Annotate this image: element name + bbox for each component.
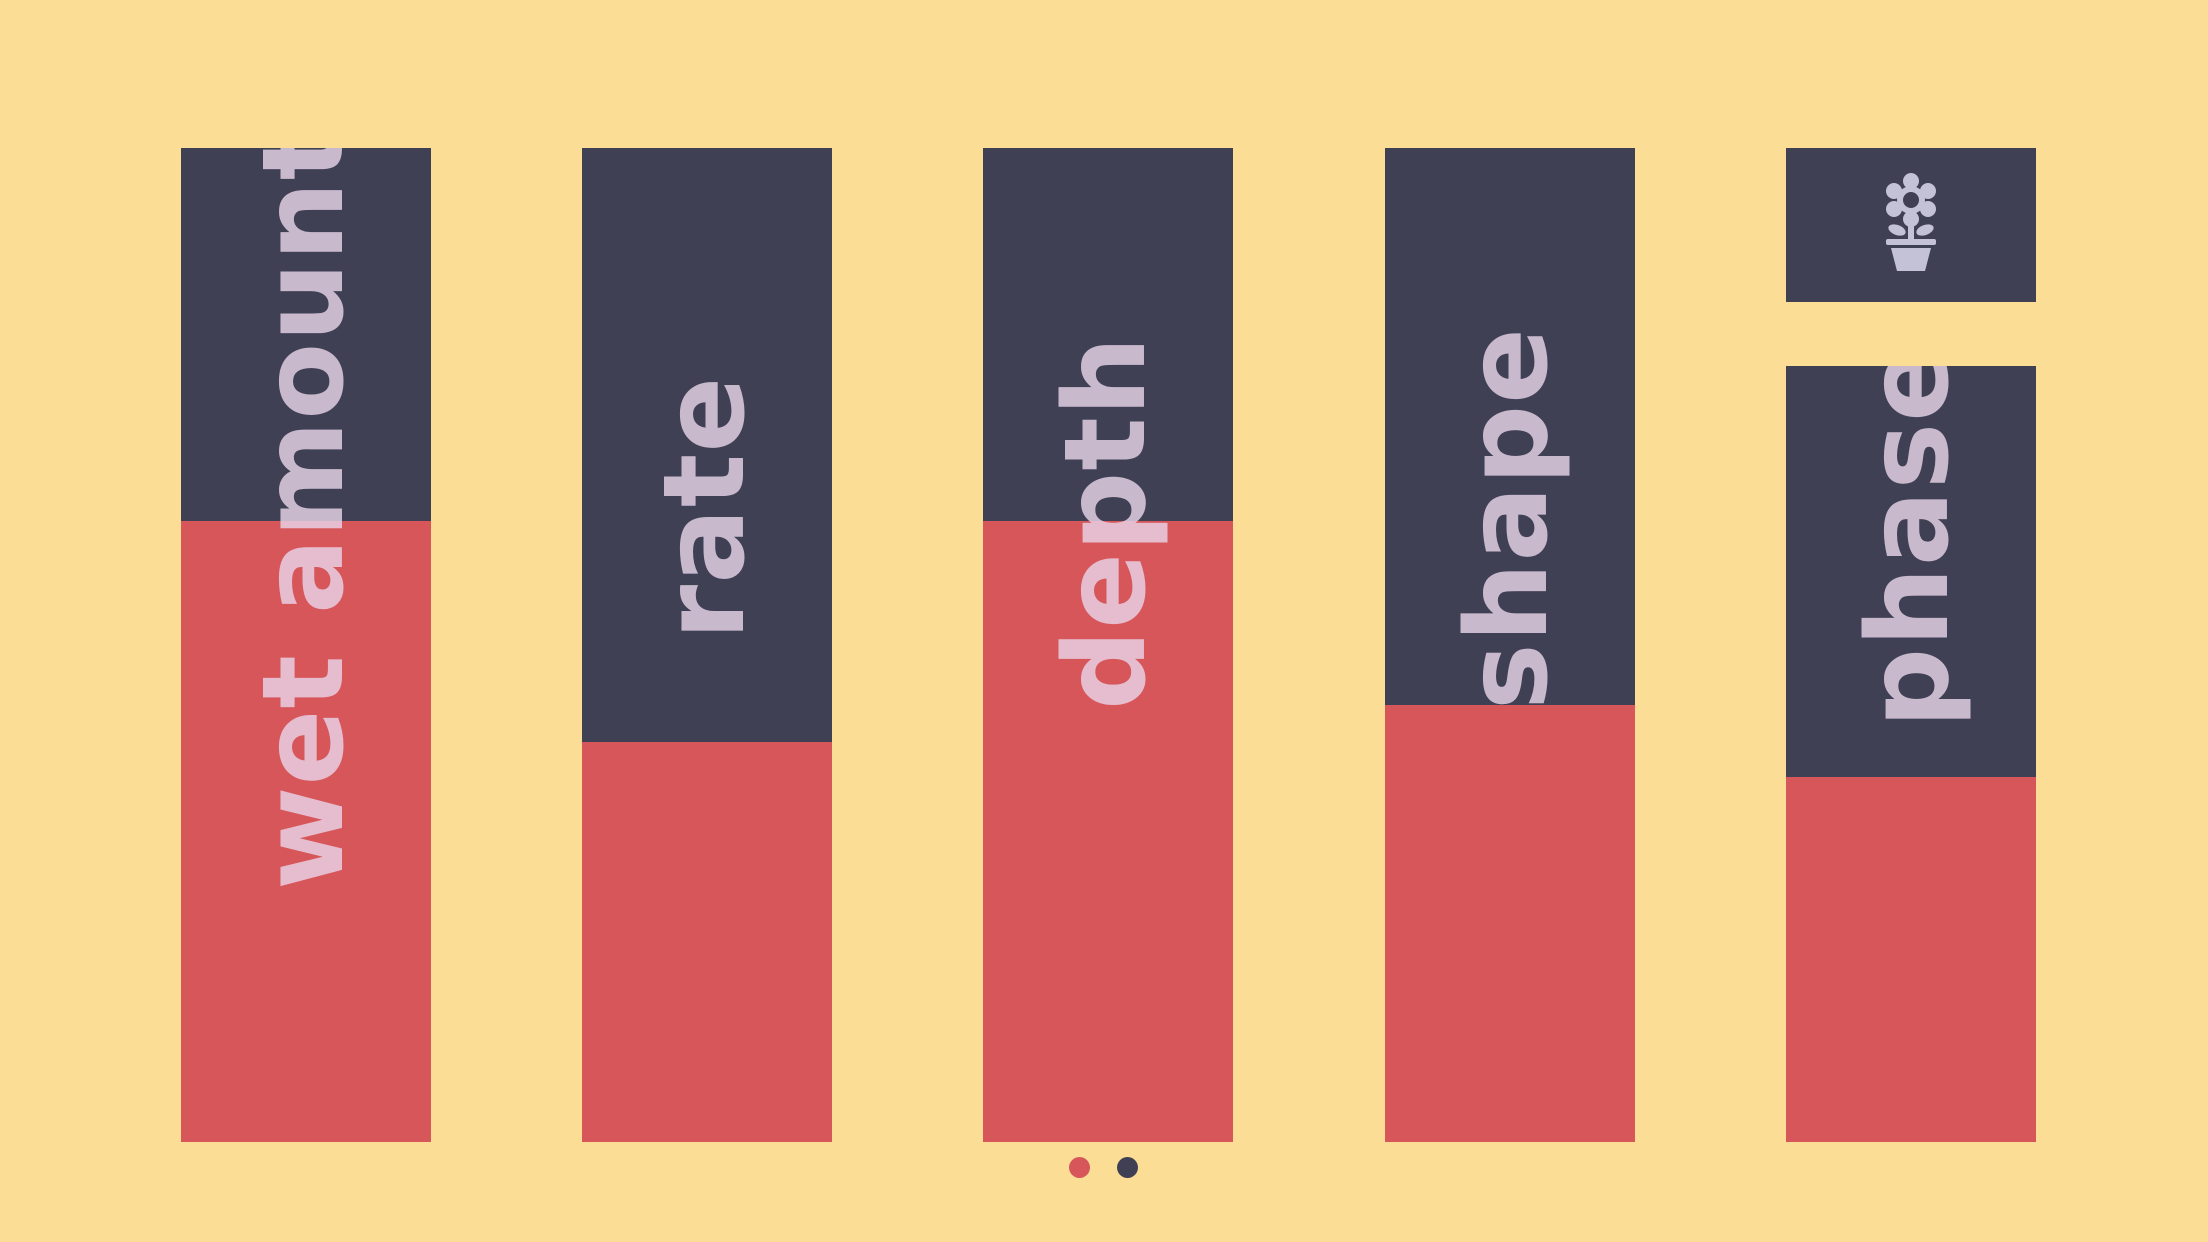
page-indicator xyxy=(1069,1157,1138,1178)
slider-fill xyxy=(1786,777,2036,1142)
slider-shape[interactable]: shape xyxy=(1385,148,1635,1142)
slider-label: depth xyxy=(1041,335,1171,710)
flower-pot-icon xyxy=(1886,173,1936,271)
slider-fill xyxy=(181,520,431,1142)
slider-wet-amount[interactable]: wet amount xyxy=(181,148,431,1142)
page-dot[interactable] xyxy=(1117,1157,1138,1178)
slider-rate[interactable]: rate xyxy=(582,148,832,1142)
slider-fill xyxy=(1385,704,1635,1142)
page-dot[interactable] xyxy=(1069,1157,1090,1178)
slider-fill xyxy=(582,742,832,1142)
slider-phase[interactable]: phase xyxy=(1786,366,2036,1142)
slider-label: wet amount xyxy=(239,148,369,890)
slider-depth[interactable]: depth xyxy=(983,148,1233,1142)
slider-label: rate xyxy=(640,375,770,640)
slider-label: phase xyxy=(1844,366,1974,728)
settings-button[interactable] xyxy=(1786,148,2036,302)
slider-fill xyxy=(983,520,1233,1142)
slider-label: shape xyxy=(1443,326,1573,710)
